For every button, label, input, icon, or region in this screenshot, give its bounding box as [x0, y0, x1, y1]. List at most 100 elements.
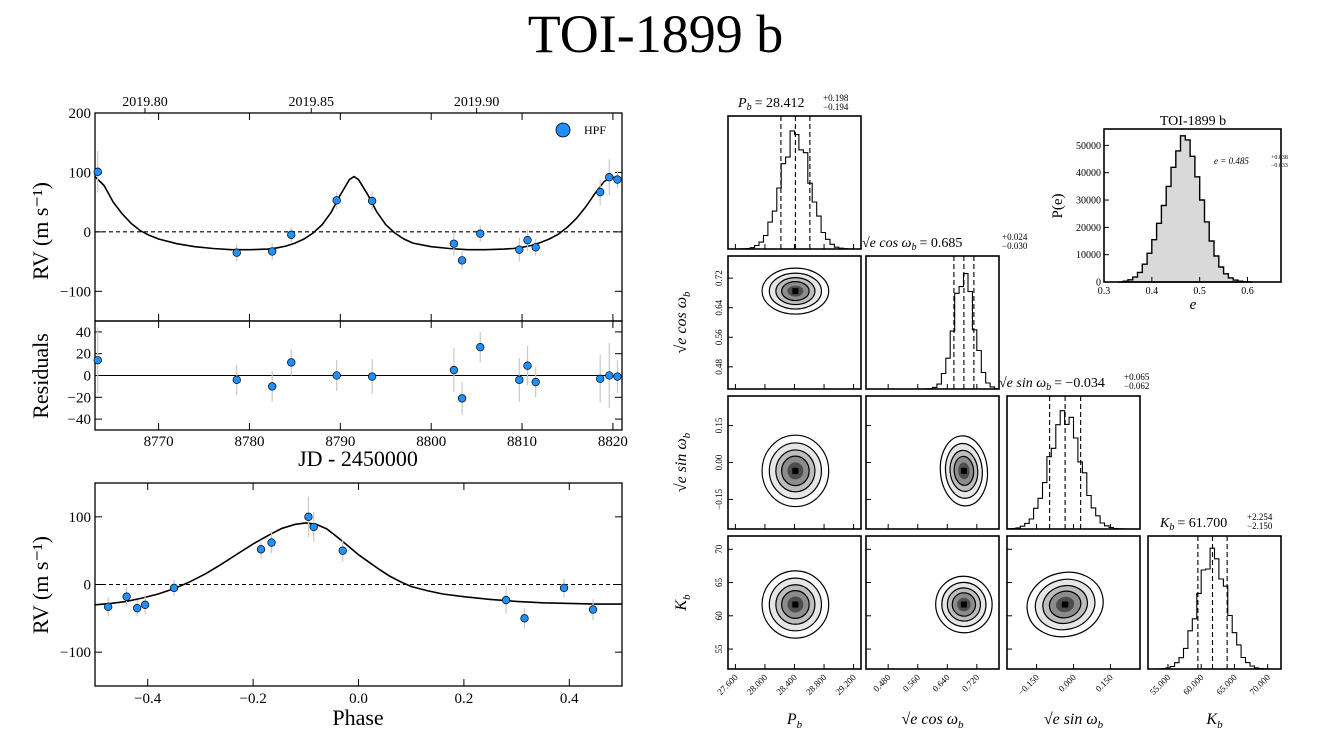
rv-phase-data-point [559, 583, 569, 593]
rv-phase-ytick-label: 100 [69, 510, 92, 526]
corner-title-esin: √e sin ωb = −0.034 +0.065 −0.062 [999, 372, 1150, 393]
ecc-histogram [1118, 135, 1253, 283]
corner-ylabel-1: √e cos ωb [673, 291, 693, 354]
residuals-xtick-label: 8810 [507, 434, 537, 450]
corner-cell-1-0 [727, 255, 862, 390]
residuals-data-point [613, 372, 622, 381]
residuals-ytick-label: 0 [84, 369, 92, 385]
residuals-xtick-label: 8800 [416, 434, 446, 450]
ecc-ytick-label: 0 [1096, 278, 1101, 289]
ecc-panel [1103, 128, 1282, 283]
corner-ytick-label: 60 [714, 611, 724, 621]
rv-time-data-point [476, 229, 485, 238]
corner-ytick-label: 0.64 [714, 299, 724, 315]
rv-time-data-point [613, 175, 622, 184]
legend-marker [555, 122, 571, 138]
residuals-xtick-label: 8790 [325, 434, 355, 450]
corner-ylabel-subscript: b [681, 291, 693, 297]
ecc-ytick-label: 40000 [1076, 168, 1101, 179]
corner-title-P: Pb = 28.412 +0.198 −0.194 [737, 93, 849, 113]
corner-xtick-label: 28.800 [804, 672, 829, 697]
corner-title-ecos: √e cos ωb = 0.685 +0.024 −0.030 [862, 232, 1028, 253]
residuals-xtick-label: 8780 [234, 434, 264, 450]
rv-time-data-point [531, 243, 540, 252]
rv-phase-ytick-label: 0 [84, 578, 92, 594]
residuals-data-point [332, 371, 341, 380]
corner-title-P-sub: −0.194 [823, 102, 849, 112]
corner-ylabel-subscript: b [681, 594, 693, 600]
svg-text:Pb= 28.412: Pb = 28.412 [737, 96, 804, 113]
corner-peak [792, 601, 799, 608]
corner-title-ecos-sub: −0.030 [1002, 241, 1028, 251]
residuals-data-point [367, 372, 377, 381]
ecc-xtick-label: 0.6 [1241, 286, 1254, 297]
jd-xlabel: JD - 2450000 [298, 446, 418, 471]
ecc-xtick-label: 0.3 [1098, 286, 1111, 297]
rv-time-ytick-label: −100 [60, 284, 91, 300]
corner-ylabel-3: Kb [673, 594, 693, 612]
ecc-annotation: e = 0.485 [1214, 156, 1249, 166]
corner-title-esin-sup: +0.065 [1124, 372, 1150, 382]
corner-hist-0 [728, 130, 861, 250]
corner-xtick-label: 65.000 [1214, 672, 1239, 697]
corner-title-esin-subscript: b [1046, 382, 1051, 393]
corner-hist-1 [866, 273, 999, 390]
ecc-annotation-value: e = 0.485 [1214, 156, 1249, 166]
corner-title-P-sup: +0.198 [823, 93, 849, 103]
corner-xlabel-0: Pb [786, 711, 803, 731]
page-title: TOI-1899 b [527, 4, 784, 64]
corner-xlabel-1: √e cos ωb [901, 711, 964, 731]
corner-xlabel-subscript: b [1098, 719, 1104, 731]
residuals-ytick-label: −40 [68, 412, 91, 428]
corner-ylabel-2: √e sin ωb [673, 432, 693, 492]
corner-xtick-label: 0.000 [1057, 672, 1079, 694]
rv-phase-data-point [256, 545, 266, 554]
corner-xtick-label: 0.720 [960, 672, 982, 694]
rv-phase-xtick-label: 0.2 [455, 691, 474, 707]
rv-phase-data-point [304, 512, 313, 521]
ecc-ylabel: P(e) [1050, 194, 1066, 219]
rv-phase-data-point [104, 602, 113, 611]
rv-phase-data-point [338, 546, 347, 555]
ecc-ytick-label: 50000 [1076, 141, 1101, 152]
rv-time-data-point [596, 187, 605, 197]
corner-cell-3-1 [865, 535, 1000, 670]
corner-xtick-label: 60.000 [1181, 672, 1206, 697]
svg-text:√e cos ωb= 0.685: √e cos ωb = 0.685 [862, 236, 962, 253]
rv-time-panel [93, 108, 623, 322]
residuals-data-point [605, 371, 614, 380]
rv-phase-panel [94, 482, 623, 687]
corner-xtick-label: 28.000 [745, 672, 770, 697]
residuals-data-point [268, 382, 277, 391]
residuals-data-point [93, 356, 102, 365]
corner-xtick-label: −0.150 [1016, 672, 1041, 697]
phase-xlabel: Phase [332, 705, 383, 730]
residuals-data-point [287, 358, 296, 367]
legend-label: HPF [584, 123, 606, 137]
corner-xlabel-subscript: b [958, 719, 964, 731]
corner-hist-2 [1007, 410, 1140, 530]
corner-ytick-label: 0.72 [714, 270, 724, 286]
svg-text:√e sin ωb= −0.034: √e sin ωb = −0.034 [999, 376, 1105, 393]
corner-xtick-label: 27.600 [715, 672, 740, 697]
corner-peak [960, 467, 967, 474]
residuals-data-point [515, 375, 524, 385]
ecc-annotation-sub: −0.033 [1271, 163, 1288, 169]
residuals-ytick-label: 40 [76, 325, 91, 341]
corner-cell-2-2 [1006, 395, 1141, 530]
ecc-ytick-label: 10000 [1076, 250, 1101, 261]
corner-cell-2-1 [865, 395, 1000, 530]
rv-time-ylabel: RV (m s⁻¹) [28, 182, 53, 280]
corner-ytick-label: 0.48 [714, 358, 724, 374]
corner-xlabel-subscript: b [1217, 719, 1223, 731]
corner-title-esin-value: = −0.034 [1054, 376, 1105, 391]
corner-title-K-value: = 61.700 [1177, 516, 1227, 531]
corner-cell-1-1 [865, 255, 1000, 390]
corner-peak [1062, 601, 1069, 608]
rv-phase-xtick-label: 0.0 [349, 691, 368, 707]
corner-ytick-label: 70 [714, 544, 724, 554]
corner-xlabel-2: √e sin ωb [1044, 711, 1104, 731]
residuals-ylabel: Residuals [28, 333, 53, 419]
residuals-data-point [476, 343, 485, 352]
corner-frame [1147, 535, 1282, 670]
